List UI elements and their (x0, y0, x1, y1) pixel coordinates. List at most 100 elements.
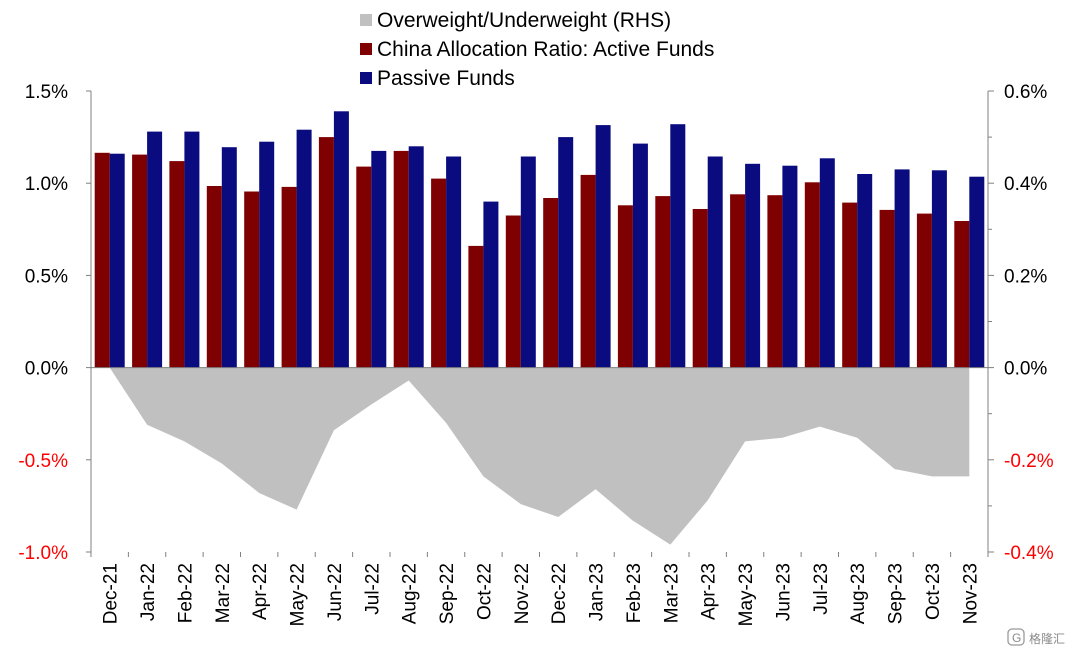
labels-layer: -1.0% -0.5% 0.0% 0.5% 1.0% 1.5% -0.4% -0.2% 0.0%… (18, 82, 1053, 626)
active-bar (879, 209, 895, 368)
passive-bar (745, 163, 761, 368)
legend-swatch-overweight (360, 14, 372, 26)
right-tick-label: 0.4% (1004, 174, 1047, 195)
passive-bar (408, 146, 424, 368)
x-tick-label: Dec-22 (549, 563, 570, 624)
active-bar (393, 150, 409, 368)
passive-bar (333, 111, 349, 368)
left-tick-label: -0.5% (18, 451, 68, 472)
gelonghui-logo-icon (1007, 628, 1025, 646)
active-bar (468, 245, 484, 368)
right-tick-label: -0.2% (1004, 451, 1054, 472)
x-tick-label: Nov-23 (960, 563, 981, 624)
active-bar (842, 202, 858, 368)
active-bar (318, 137, 334, 368)
x-tick-label: Aug-22 (400, 563, 421, 624)
passive-bar (595, 125, 611, 368)
active-bar (767, 195, 783, 368)
passive-bar (520, 156, 536, 368)
passive-bar (109, 153, 125, 368)
x-tick-label: Feb-23 (624, 563, 645, 623)
bars-layer (94, 111, 985, 368)
right-tick-label: 0.0% (1004, 359, 1047, 380)
passive-bar (969, 176, 985, 368)
active-bar (505, 215, 521, 368)
passive-bar (894, 169, 910, 368)
overweight-area-layer (109, 367, 970, 545)
active-bar (954, 221, 970, 368)
passive-bar (707, 156, 723, 368)
x-tick-label: Apr-22 (250, 563, 271, 620)
x-tick-label: Oct-22 (474, 563, 495, 620)
watermark: G 格隆汇 (1007, 628, 1065, 646)
x-tick-label: May-22 (288, 563, 309, 626)
active-bar (804, 182, 820, 368)
active-bar (916, 213, 932, 368)
x-tick-label: Apr-23 (699, 563, 720, 620)
active-bar (431, 178, 447, 368)
active-bar (94, 152, 110, 368)
right-tick-label: 0.2% (1004, 266, 1047, 287)
axes-layer (86, 90, 994, 557)
passive-bar (147, 131, 163, 368)
passive-bar (670, 124, 686, 368)
passive-bar (221, 147, 237, 368)
watermark-text: 格隆汇 (1029, 631, 1065, 646)
left-tick-label: -1.0% (18, 543, 68, 564)
x-tick-label: Jul-23 (811, 563, 832, 615)
legend-label-passive: Passive Funds (377, 67, 515, 90)
x-tick-label: Mar-23 (661, 563, 682, 623)
passive-bar (857, 174, 873, 368)
passive-bar (819, 158, 835, 368)
passive-bar (782, 165, 798, 368)
x-tick-label: Mar-22 (213, 563, 234, 623)
x-tick-label: Feb-22 (175, 563, 196, 623)
left-tick-label: 1.0% (25, 174, 68, 195)
active-bar (281, 186, 297, 368)
active-bar (244, 191, 260, 368)
passive-bar (259, 141, 275, 368)
x-tick-label: Jun-23 (773, 563, 794, 621)
active-bar (132, 154, 148, 368)
x-tick-label: Sep-23 (886, 563, 907, 624)
passive-bar (371, 150, 387, 368)
passive-bar (558, 137, 574, 368)
right-tick-label: -0.4% (1004, 543, 1054, 564)
active-bar (730, 194, 746, 368)
legend-swatch-active (360, 43, 372, 55)
active-bar (169, 161, 185, 368)
active-bar (206, 186, 222, 368)
gelonghui-logo-glyph: G (1012, 631, 1021, 645)
passive-bar (632, 143, 648, 368)
active-bar (356, 166, 372, 368)
legend-swatch-passive (360, 72, 372, 84)
legend: Overweight/Underweight (RHS) China Alloca… (360, 9, 714, 90)
left-tick-label: 0.0% (25, 359, 68, 380)
passive-bar (931, 170, 947, 368)
x-tick-label: Sep-22 (437, 563, 458, 624)
legend-label-active: China Allocation Ratio: Active Funds (377, 38, 714, 61)
active-bar (692, 209, 708, 368)
left-tick-label: 0.5% (25, 266, 68, 287)
passive-bar (184, 131, 200, 368)
x-tick-label: Jul-22 (362, 563, 383, 615)
x-tick-label: Jan-23 (587, 563, 608, 621)
passive-bar (483, 201, 499, 368)
active-bar (580, 174, 596, 368)
x-tick-label: Nov-22 (512, 563, 533, 624)
legend-label-overweight: Overweight/Underweight (RHS) (377, 9, 671, 32)
x-tick-label: Jun-22 (325, 563, 346, 621)
passive-bar (446, 156, 462, 368)
active-bar (655, 196, 671, 368)
active-bar (543, 198, 559, 368)
left-tick-label: 1.5% (25, 82, 68, 103)
overweight-area (109, 367, 970, 545)
active-bar (617, 205, 633, 368)
passive-bar (296, 129, 312, 368)
x-tick-label: Oct-23 (923, 563, 944, 620)
x-tick-label: Dec-21 (101, 563, 122, 624)
x-tick-label: Aug-23 (848, 563, 869, 624)
x-tick-label: May-23 (736, 563, 757, 626)
